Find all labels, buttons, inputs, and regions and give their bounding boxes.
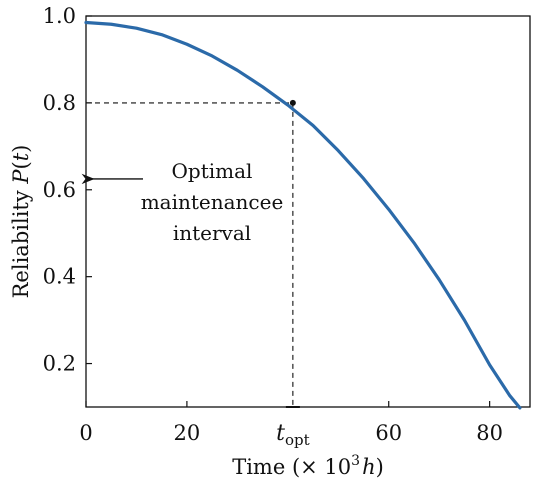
x-axis-label-prefix: Time ( [232, 455, 300, 479]
x-axis-label-exp: 3 [351, 453, 360, 469]
y-tick-label: 0.6 [43, 178, 76, 202]
x-axis-label-mult: × 10 [300, 455, 351, 479]
x-tick-label: 20 [174, 421, 201, 445]
annotation-text-line: interval [173, 221, 251, 245]
plot-frame [85, 15, 531, 408]
x-tick-label: 60 [375, 421, 402, 445]
x-axis-label-suffix: ) [376, 455, 384, 479]
y-tick-label: 0.8 [43, 91, 76, 115]
topt-subscript: opt [285, 431, 310, 449]
x-axis-label: Time (× 103h) [232, 453, 384, 479]
y-axis-label-func: P [9, 169, 33, 185]
x-tick-label-topt: topt [276, 421, 310, 449]
y-tick-label: 0.2 [43, 352, 76, 376]
y-tick-label: 1.0 [43, 4, 76, 28]
y-axis-label-main: Reliability [9, 184, 33, 299]
x-tick-label: 80 [476, 421, 503, 445]
y-axis-label-var: t [9, 152, 33, 161]
annotation-text-line: maintenancee [141, 190, 284, 214]
x-tick-label: 0 [79, 421, 92, 445]
y-axis-label-paren_open: ( [9, 161, 33, 169]
y-axis-label: Reliability P(t) [9, 145, 33, 299]
y-axis-label-paren_close: ) [9, 145, 33, 153]
topt-main: t [276, 421, 285, 446]
x-axis-label-unit: h [362, 455, 376, 479]
series-line-0 [84, 20, 522, 410]
y-tick-label: 0.4 [43, 265, 76, 289]
optimum-point [289, 99, 296, 106]
annotation-text-line: Optimal [172, 159, 253, 183]
